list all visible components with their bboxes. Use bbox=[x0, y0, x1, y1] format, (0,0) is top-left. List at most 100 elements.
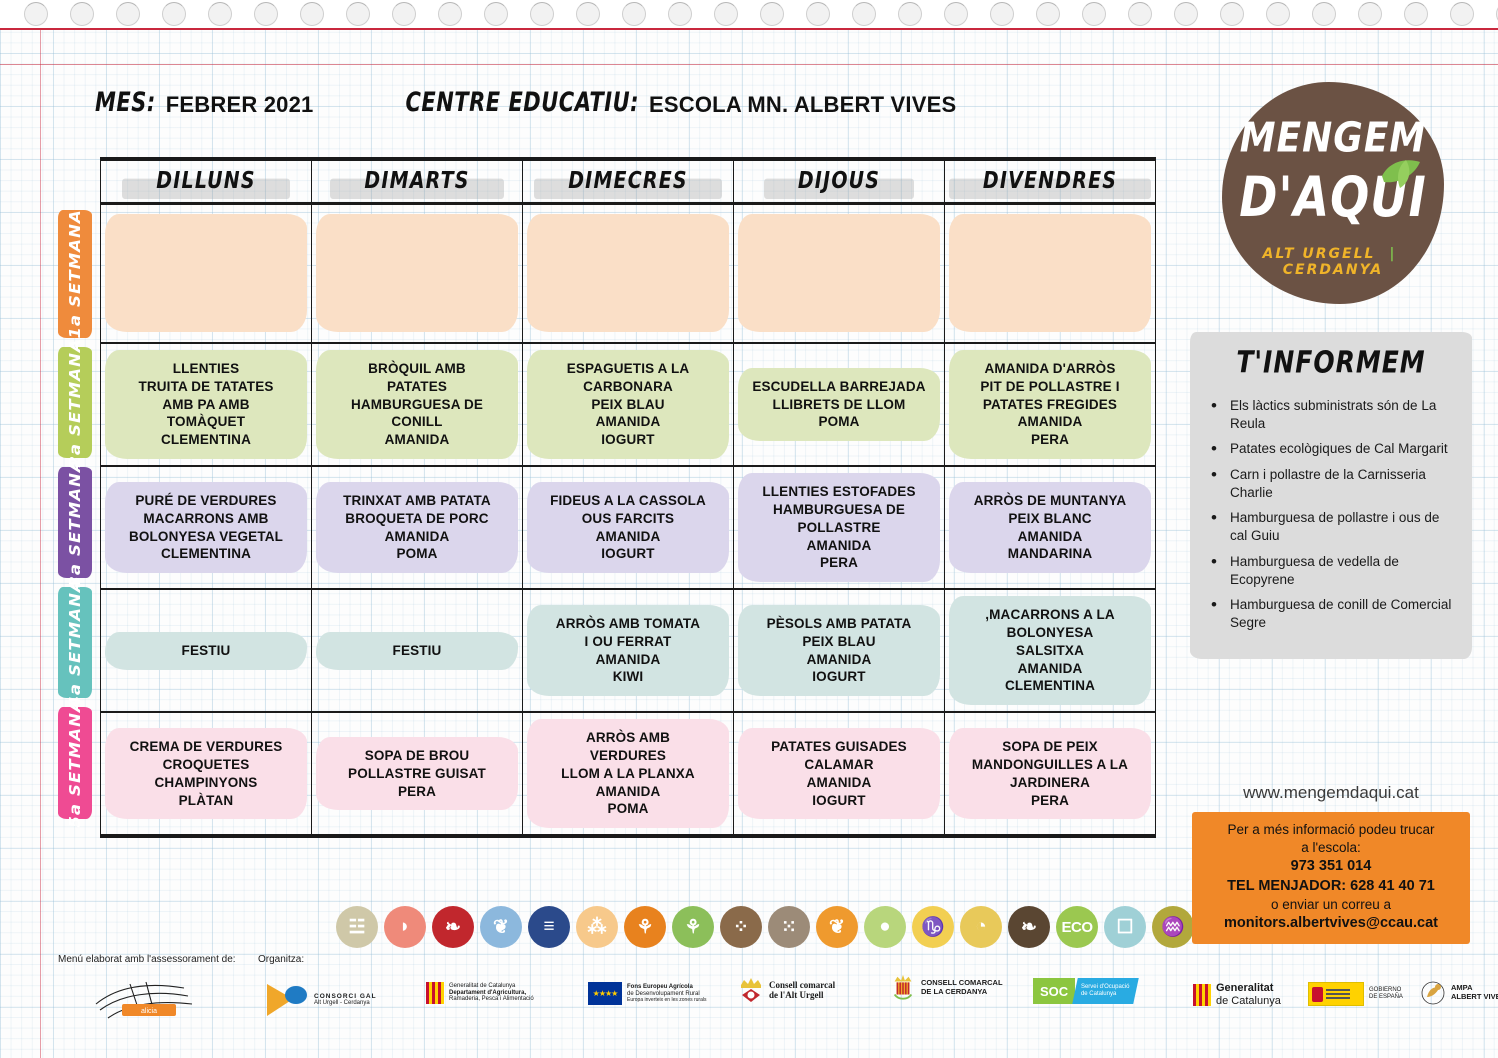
dish-list: CREMA DE VERDURES CROQUETES CHAMPINYONS PLÀ… bbox=[130, 738, 283, 809]
menu-cell-blob bbox=[738, 214, 940, 333]
dish-line: ARRÒS AMB bbox=[585, 730, 671, 746]
dish-line: TRUITA DE TATATES bbox=[138, 378, 274, 394]
consorci-gal-sub: Alt Urgell - Cerdanya bbox=[314, 1000, 370, 1007]
binding-hole bbox=[1266, 2, 1290, 26]
menu-cell: SOPA DE BROU POLLASTRE GUISAT PERA bbox=[311, 712, 523, 839]
week-tab-label: 2a SETMANA bbox=[66, 337, 84, 468]
dish-list: SOPA DE PEIX MANDONGUILLES A LA JARDINERA P… bbox=[972, 738, 1128, 809]
menu-cell bbox=[944, 203, 1156, 344]
menu-cell-blob: TRINXAT AMB PATATA BROQUETA DE PORC AMANID… bbox=[316, 481, 518, 574]
dish-line: AMANIDA bbox=[595, 528, 661, 544]
region-left: ALT URGELL bbox=[1262, 246, 1376, 262]
dish-list: FIDEUS A LA CASSOLA OUS FARCITS AMANIDA IOG… bbox=[550, 492, 706, 563]
menu-cell-blob: ,MACARRONS A LA BOLONYESA SALSITXA AMANIDA C… bbox=[949, 596, 1151, 706]
logo-region: ALT URGELL | CERDANYA bbox=[1222, 246, 1444, 278]
tinformem-panel: T'INFORMEM Els làctics subministrats són… bbox=[1190, 332, 1472, 660]
school-label: CENTRE EDUCATIU: bbox=[405, 87, 640, 117]
dish-line: CREMA DE VERDURES bbox=[129, 739, 283, 755]
salad-icon: ❧ bbox=[1008, 906, 1050, 948]
generalitat-agri-dept: Departament d'Agricultura, bbox=[449, 989, 527, 996]
tinformem-item: Els làctics subministrats són de La Reul… bbox=[1204, 395, 1458, 433]
binding-hole bbox=[1036, 2, 1060, 26]
dish-line: SOPA DE PEIX bbox=[1002, 739, 1098, 755]
menu-cell-blob: ARRÒS AMB TOMATA I OU FERRAT AMANIDA KIWI bbox=[527, 605, 729, 697]
menu-cell-blob: PURÉ DE VERDURES MACARRONS AMB BOLONYESA V… bbox=[105, 481, 307, 574]
dish-line: PERA bbox=[819, 555, 859, 571]
day-label: DIMECRES bbox=[534, 168, 722, 200]
dish-line: IOGURT bbox=[812, 792, 866, 808]
menu-cell-blob: AMANIDA D'ARRÒS PIT DE POLLASTRE I PATATES… bbox=[949, 350, 1151, 460]
day-label: DIVENDRES bbox=[948, 168, 1152, 200]
alicia-logo: alicia bbox=[88, 974, 208, 1026]
dish-line: AMANIDA bbox=[1017, 414, 1083, 430]
menu-cell-blob bbox=[527, 214, 729, 333]
dish-line: CONILL bbox=[391, 414, 443, 430]
dish-line: I OU FERRAT bbox=[584, 633, 672, 649]
organitza-label: Organitza: bbox=[258, 954, 305, 965]
school-phone: 973 351 014 bbox=[1290, 858, 1372, 875]
consell-cerdanya-sub: DE LA CERDANYA bbox=[921, 987, 988, 996]
menu-table-body: LLENTIES TRUITA DE TATATES AMB PA AMB TOMÀQ… bbox=[100, 203, 1156, 839]
header-rule bbox=[0, 64, 1498, 65]
menu-cell-blob: FESTIU bbox=[105, 631, 307, 670]
day-header-row: DILLUNS DIMARTS DIMECRES DIJOUS DIVENDRES bbox=[100, 157, 1156, 205]
binding-hole bbox=[530, 2, 554, 26]
binding-hole bbox=[1312, 2, 1336, 26]
tinformem-title: T'INFORMEM bbox=[1236, 345, 1426, 380]
soc-subtitle: Servei d'Ocupació de Catalunya bbox=[1072, 978, 1139, 1004]
menu-cell-blob bbox=[316, 214, 518, 333]
week-tab-4: 4a SETMANA bbox=[58, 578, 92, 707]
dish-line: LLIBRETS DE LLOM bbox=[772, 396, 906, 412]
binding-hole bbox=[852, 2, 876, 26]
dish-line: PEIX BLAU bbox=[591, 396, 665, 412]
soc-acronym: SOC bbox=[1033, 978, 1076, 1004]
dish-line: AMANIDA bbox=[806, 774, 872, 790]
day-header-3: DIMECRES bbox=[522, 157, 734, 205]
dish-line: AMANIDA bbox=[384, 528, 450, 544]
menu-cell-blob bbox=[949, 214, 1151, 333]
dish-line: HAMBURGUESA DE bbox=[350, 396, 484, 412]
dish-line: IOGURT bbox=[601, 546, 655, 562]
assessorament-label: Menú elaborat amb l'assessorament de: bbox=[58, 954, 236, 965]
ampa-name: AMPA bbox=[1451, 983, 1473, 993]
dish-list: ESCUDELLA BARREJADA LLIBRETS DE LLOM POMA bbox=[752, 378, 925, 431]
dish-list: ARRÒS DE MUNTANYA PEIX BLANC AMANIDA MANDAR… bbox=[974, 492, 1127, 563]
binding-hole bbox=[898, 2, 922, 26]
contact-line-5: o enviar un correu a bbox=[1270, 897, 1392, 912]
menu-cell: ,MACARRONS A LA BOLONYESA SALSITXA AMANIDA C… bbox=[944, 589, 1156, 714]
contact-email[interactable]: monitors.albertvives@ccau.cat bbox=[1223, 915, 1438, 932]
dish-line: CARBONARA bbox=[583, 378, 673, 394]
dish-line: ARRÒS AMB TOMATA bbox=[555, 616, 701, 632]
eco-icon: ECO bbox=[1056, 906, 1098, 948]
binding-hole bbox=[438, 2, 462, 26]
generalitat-agri-dept2: Ramaderia, Pesca i Alimentació bbox=[449, 996, 534, 1003]
gobierno-espana-logo: GOBIERNO DE ESPAÑA bbox=[1308, 982, 1403, 1006]
contact-line-1: Per a més informació podeu trucar bbox=[1227, 822, 1435, 837]
menu-cell-blob: FESTIU bbox=[316, 631, 518, 670]
cereal-icon: ⚘ bbox=[624, 906, 666, 948]
menu-cell: AMANIDA D'ARRÒS PIT DE POLLASTRE I PATATES… bbox=[944, 343, 1156, 468]
mengem-daqui-logo: MENGEM D'AQUI ALT URGELL | CERDANYA bbox=[1222, 82, 1444, 304]
binding-hole bbox=[944, 2, 968, 26]
menu-cell-blob: LLENTIES ESTOFADES HAMBURGUESA DE POLLASTR… bbox=[738, 473, 940, 583]
dish-line: TOMÀQUET bbox=[166, 414, 246, 430]
binding-hole bbox=[1220, 2, 1244, 26]
generalitat-agri-name: Generalitat de Catalunya bbox=[449, 982, 516, 989]
binding-hole bbox=[208, 2, 232, 26]
spiral-binding bbox=[0, 0, 1498, 30]
dish-line: BOLONYESA VEGETAL bbox=[128, 528, 284, 544]
day-header-1: DILLUNS bbox=[100, 157, 312, 205]
month-label: MES: bbox=[95, 87, 156, 117]
menu-cell-blob: FIDEUS A LA CASSOLA OUS FARCITS AMANIDA IOG… bbox=[527, 481, 729, 574]
dish-line: BOLONYESA bbox=[1006, 624, 1094, 640]
dish-line: PATATES FREGIDES bbox=[982, 396, 1118, 412]
consell-urgell-sub: de l'Alt Urgell bbox=[769, 990, 824, 1000]
dish-line: VERDURES bbox=[589, 748, 667, 763]
binding-hole bbox=[1450, 2, 1474, 26]
website-url[interactable]: www.mengemdaqui.cat bbox=[1243, 783, 1419, 802]
binding-hole bbox=[116, 2, 140, 26]
dish-line: CALAMAR bbox=[804, 756, 874, 772]
dish-line: AMANIDA bbox=[806, 651, 872, 667]
footer-logos: Menú elaborat amb l'assessorament de: Or… bbox=[58, 948, 1498, 1048]
consell-urgell-name: Consell comarcal bbox=[769, 979, 836, 990]
